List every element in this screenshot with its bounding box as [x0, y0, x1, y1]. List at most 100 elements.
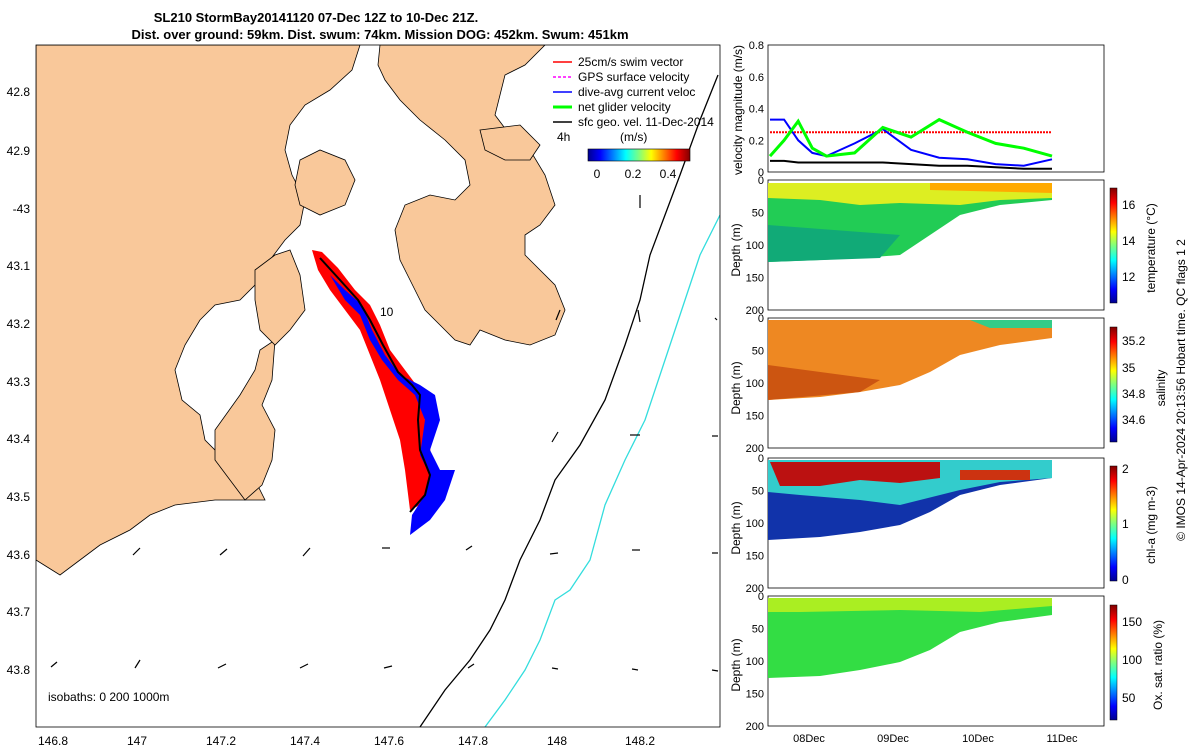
lat-tick: 43.8: [7, 663, 31, 677]
isobath-200m: [419, 74, 719, 727]
velocity-axes-frame: [767, 44, 1105, 173]
temperature-section-cool: [768, 225, 900, 262]
depth-tick: 0: [758, 591, 764, 603]
arrow: [465, 545, 473, 551]
land-south-arm: [214, 339, 276, 501]
arrow: [50, 661, 58, 668]
depth-tick: 100: [746, 378, 764, 390]
chla-cbar-tick: 0: [1122, 573, 1129, 587]
arrow: [467, 663, 475, 669]
depth-tick: 200: [746, 443, 764, 455]
chla-section-high: [770, 462, 940, 486]
depth-tick: 0: [758, 453, 764, 465]
oxygen-section-high: [768, 598, 1052, 612]
salinity-cbar-tick: 35: [1122, 361, 1136, 375]
depth-tick: 0: [758, 313, 764, 325]
oxygen-colorbar-label: Ox. sat. ratio (%): [1151, 620, 1165, 710]
series-line-3: [770, 159, 1052, 170]
depth-tick: 0: [758, 175, 764, 187]
arrow: [551, 431, 559, 443]
arrow: [217, 663, 227, 669]
glider-track: [319, 257, 432, 513]
legend-label-net: net glider velocity: [578, 100, 671, 114]
legend-label-dive: dive-avg current veloc: [578, 85, 695, 99]
colorbar-tick-2: 0.4: [660, 167, 677, 181]
chla-colorbar-label: chl-a (mg m-3): [1144, 486, 1158, 564]
temperature-colorbar: [1109, 187, 1118, 304]
arrow: [132, 547, 141, 556]
title-line-2: Dist. over ground: 59km. Dist. swum: 74k…: [131, 27, 628, 42]
temperature-cbar-tick: 16: [1122, 198, 1136, 212]
land-island-north: [294, 149, 356, 216]
oxygen-section: [768, 598, 1052, 678]
lat-tick: 43.4: [7, 432, 31, 446]
temperature-ylabel: Depth (m): [729, 223, 743, 276]
geo-velocity-arrows: [50, 195, 719, 672]
arrow: [549, 552, 559, 555]
lon-tick: 148: [547, 734, 567, 748]
depth-tick: 50: [752, 208, 764, 220]
salinity-colorbar-label: salinity: [1154, 370, 1168, 407]
lon-tick: 147.2: [206, 734, 236, 748]
legend-label-gps: GPS surface velocity: [578, 70, 689, 84]
map-panel: 10: [36, 45, 720, 727]
land-peninsula: [254, 249, 306, 346]
velocity-y-ticks: 0 0.2 0.4 0.6 0.8: [749, 40, 764, 179]
temperature-colorbar-label: temperature (°C): [1144, 203, 1158, 293]
oxygen-panel: Depth (m) 150 100 50 Ox. sat. ratio (%): [729, 595, 1165, 727]
chla-panel: Depth (m) 2 1 0 chl-a (mg m-3): [729, 457, 1158, 589]
depth-tick: 50: [752, 346, 764, 358]
velocity-y-tick: 0: [758, 167, 764, 179]
map-legend: 25cm/s swim vector GPS surface velocity …: [553, 55, 714, 181]
velocity-series: [768, 117, 1053, 170]
oxygen-cbar-tick: 50: [1122, 691, 1136, 705]
lon-tick: 147: [127, 734, 147, 748]
salinity-section-deep: [768, 365, 880, 400]
salinity-section-fresh: [970, 320, 1052, 328]
time-axis: 08Dec 09Dec 10Dec 11Dec: [793, 733, 1078, 745]
isobaths-label: isobaths: 0 200 1000m: [48, 690, 169, 704]
salinity-cbar-tick: 34.6: [1122, 413, 1146, 427]
chla-colorbar: [1109, 465, 1118, 582]
track-label: 10: [380, 305, 394, 319]
arrow: [631, 668, 639, 671]
colorbar-title: (m/s): [620, 130, 647, 144]
swim-vector-band: [312, 250, 432, 510]
temperature-panel: Depth (m) 16 14 12 temperature (°C): [729, 179, 1158, 311]
lon-tick: 146.8: [38, 734, 68, 748]
salinity-cbar-tick: 35.2: [1122, 334, 1146, 348]
lat-tick: 42.8: [7, 85, 31, 99]
lat-tick: 43.2: [7, 317, 31, 331]
arrow: [555, 309, 561, 321]
depth-ticks: 0501001502000501001502000501001502000501…: [746, 175, 764, 733]
arrow: [299, 663, 309, 669]
depth-tick: 200: [746, 721, 764, 733]
depth-tick: 200: [746, 305, 764, 317]
chla-cbar-tick: 1: [1122, 517, 1129, 531]
depth-tick: 150: [746, 551, 764, 563]
arrow: [219, 548, 228, 556]
chla-ylabel: Depth (m): [729, 501, 743, 554]
oxygen-ylabel: Depth (m): [729, 638, 743, 691]
lon-tick: 147.8: [458, 734, 488, 748]
colorbar-tick-1: 0.2: [625, 167, 642, 181]
salinity-colorbar: [1109, 326, 1118, 443]
depth-tick: 100: [746, 656, 764, 668]
velocity-y-tick: 0.2: [749, 135, 764, 147]
oxygen-cbar-tick: 100: [1122, 653, 1142, 667]
velocity-y-tick: 0.8: [749, 40, 764, 52]
velocity-panel: 0 0.2 0.4 0.6 0.8 velocity magnitude (m/s): [731, 40, 1105, 179]
arrow: [637, 309, 641, 323]
chla-cbar-tick: 2: [1122, 462, 1129, 476]
legend-label-geo: sfc geo. vel. 11-Dec-2014: [578, 115, 714, 129]
arrow: [714, 317, 718, 321]
arrow: [551, 667, 559, 670]
velocity-y-tick: 0.6: [749, 72, 764, 84]
arrow: [134, 659, 141, 669]
depth-tick: 150: [746, 273, 764, 285]
depth-tick: 100: [746, 240, 764, 252]
series-line-2: [768, 117, 1053, 158]
temperature-section-hot: [930, 183, 1052, 193]
time-tick: 11Dec: [1047, 733, 1078, 745]
